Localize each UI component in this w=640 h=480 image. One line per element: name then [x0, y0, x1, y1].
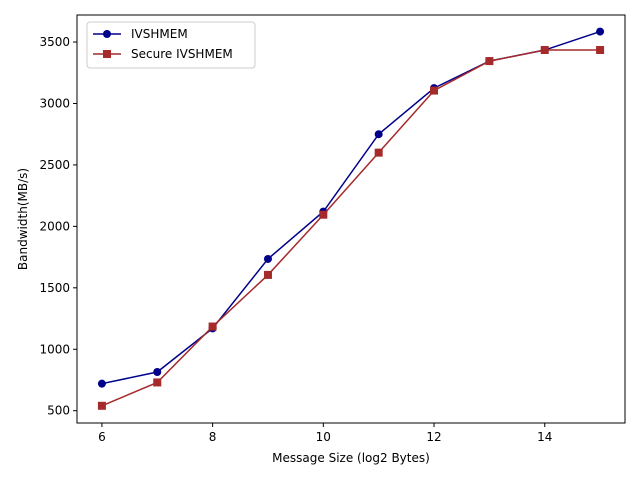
y-axis-label: Bandwidth(MB/s): [16, 168, 30, 270]
data-point: [485, 57, 494, 66]
data-point: [97, 379, 106, 388]
x-axis-label: Message Size (log2 Bytes): [272, 451, 430, 465]
legend: IVSHMEM Secure IVSHMEM: [86, 21, 256, 69]
data-point: [153, 378, 162, 387]
data-point: [596, 46, 605, 55]
series-line-1: [101, 49, 601, 407]
legend-label: IVSHMEM: [131, 27, 188, 41]
data-point: [208, 322, 217, 331]
data-point: [153, 368, 162, 376]
x-tick-label: 12: [426, 430, 441, 444]
y-tick-label: 2000: [39, 219, 70, 233]
series-line-0: [101, 30, 601, 385]
axis-ticks: 6 8 10 12 14 500 1000 1500 2000 2500 3000 3500: [39, 35, 552, 444]
x-tick-label: 10: [316, 430, 331, 444]
data-point: [263, 270, 272, 279]
plot-area: [97, 27, 605, 410]
data-point: [430, 86, 439, 95]
x-tick-label: 14: [537, 430, 552, 444]
y-tick-label: 1500: [39, 281, 70, 295]
data-point: [374, 148, 383, 157]
data-point: [540, 46, 549, 55]
x-tick-label: 6: [98, 430, 106, 444]
legend-marker: [103, 50, 111, 58]
y-tick-label: 1000: [39, 342, 70, 356]
y-tick-label: 3500: [39, 35, 70, 49]
x-tick-label: 8: [209, 430, 217, 444]
y-tick-label: 500: [47, 404, 70, 418]
data-point: [596, 27, 605, 36]
legend-label: Secure IVSHMEM: [131, 47, 233, 61]
y-tick-label: 3000: [39, 96, 70, 110]
data-point: [319, 210, 328, 219]
data-point: [263, 254, 272, 263]
plot-frame: [76, 14, 626, 424]
data-point: [374, 130, 383, 139]
legend-box: [86, 21, 256, 69]
legend-marker: [103, 30, 111, 38]
data-point: [97, 401, 106, 410]
y-tick-label: 2500: [39, 158, 70, 172]
